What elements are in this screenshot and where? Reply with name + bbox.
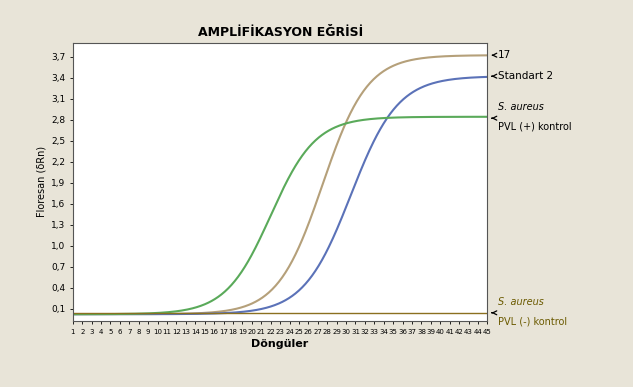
Title: AMPLİFİKASYON EĞRİSİ: AMPLİFİKASYON EĞRİSİ	[197, 26, 363, 39]
Y-axis label: Floresan (δRn): Floresan (δRn)	[37, 146, 47, 217]
X-axis label: Döngüler: Döngüler	[251, 339, 309, 349]
Text: S. aureus: S. aureus	[498, 297, 544, 307]
Text: PVL (+) kontrol: PVL (+) kontrol	[498, 122, 572, 132]
Text: S. aureus: S. aureus	[498, 102, 544, 112]
Text: PVL (-) kontrol: PVL (-) kontrol	[498, 316, 567, 326]
Text: Standart 2: Standart 2	[498, 71, 553, 81]
Text: 17: 17	[498, 50, 511, 60]
